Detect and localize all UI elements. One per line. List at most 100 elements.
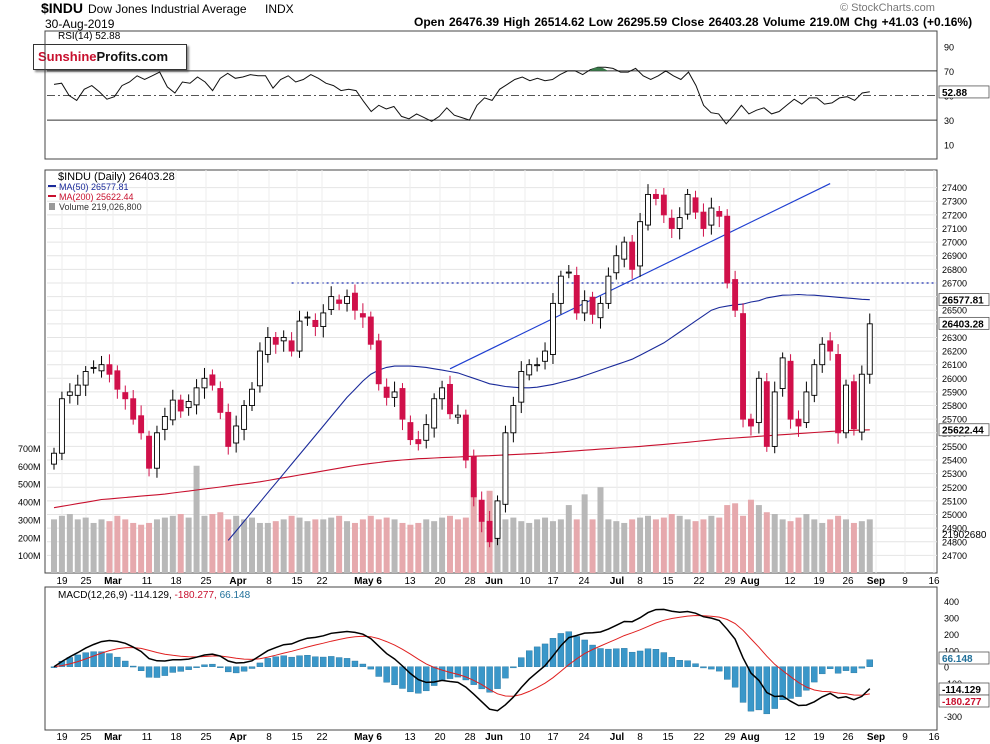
- price-x-label: 8: [266, 576, 272, 587]
- volume-bar: [510, 517, 517, 573]
- candle-body: [233, 425, 240, 444]
- macd-histogram-bar: [739, 666, 747, 703]
- candle-body: [843, 384, 849, 434]
- candle-body: [518, 371, 525, 403]
- rsi-last-label-box: [938, 85, 990, 99]
- volume-bar: [351, 522, 358, 573]
- macd-histogram-bar: [613, 648, 620, 667]
- price-x-label: 26: [842, 576, 854, 587]
- candle-body: [66, 391, 73, 396]
- candle-body: [423, 424, 430, 441]
- volume-tick-label: 700M: [18, 444, 41, 454]
- candle-body: [629, 241, 636, 270]
- volume-bar: [771, 514, 778, 573]
- macd-x-label: Apr: [229, 732, 246, 743]
- price-tick-label: 25400: [942, 456, 967, 466]
- volume-bar: [114, 515, 121, 573]
- macd-x-label: Aug: [740, 732, 759, 743]
- volume-bar: [209, 514, 216, 573]
- volume-bar: [518, 521, 525, 573]
- brand-logo: SunshineProfits.com: [33, 44, 187, 70]
- price-x-label: 19: [813, 576, 825, 587]
- macd-legend: MACD(12,26,9) -114.129, -180.277, 66.148: [58, 590, 251, 601]
- volume-bar: [700, 519, 707, 573]
- candle-body: [177, 399, 184, 412]
- candle-body: [581, 300, 588, 314]
- volume-bar: [652, 519, 659, 573]
- macd-histogram-bar: [185, 666, 192, 670]
- macd-histogram-bar: [209, 663, 216, 667]
- macd-x-label: 24: [578, 732, 590, 743]
- volume-bar: [447, 515, 453, 573]
- macd-x-label: 15: [291, 732, 303, 743]
- volume-bar: [407, 524, 414, 573]
- volume-bar: [605, 519, 612, 573]
- macd-signal-line: [53, 614, 870, 697]
- candle-body: [272, 336, 279, 345]
- chart-exchange: INDX: [265, 2, 294, 16]
- candle-body: [122, 392, 129, 400]
- candle-body: [565, 271, 572, 274]
- rsi-line: [53, 66, 870, 125]
- volume-bar: [185, 517, 192, 573]
- candle-body: [692, 197, 699, 213]
- price-tick-label: 25300: [942, 469, 967, 479]
- price-tick-label: 25700: [942, 415, 967, 425]
- price-x-label: Jul: [610, 576, 625, 587]
- macd-x-label: 25: [200, 732, 212, 743]
- ma50-label-box: [938, 293, 990, 307]
- macd-histogram-bar: [565, 631, 572, 667]
- ma200-label: 25622.44: [942, 426, 984, 437]
- macd-histogram-bar: [90, 651, 97, 667]
- rsi-tick-label: 90: [944, 42, 954, 52]
- volume-legend: Volume 219,026,800: [59, 202, 142, 212]
- macd-histogram-bar: [328, 656, 335, 667]
- candle-body: [850, 381, 857, 430]
- volume-bar: [684, 519, 691, 573]
- candle-body: [573, 275, 580, 314]
- macd-legend-part: 66.148: [220, 590, 251, 601]
- macd-line: [53, 608, 871, 712]
- price-x-label: Aug: [740, 576, 759, 587]
- candle-body: [795, 418, 802, 427]
- price-x-label: May 6: [354, 576, 382, 587]
- candle-body: [320, 312, 327, 328]
- candle-body: [700, 211, 707, 229]
- macd-x-label: Jul: [610, 732, 625, 743]
- volume-bar: [217, 512, 224, 573]
- volume-bar: [122, 519, 129, 573]
- price-x-label: Sep: [867, 576, 885, 587]
- candle-body: [249, 388, 255, 407]
- volume-bar: [534, 519, 541, 573]
- macd-x-label: 28: [464, 732, 476, 743]
- candle-body: [755, 377, 762, 424]
- price-x-label: 9: [902, 576, 908, 587]
- macd-histogram-bar: [122, 660, 129, 667]
- rsi-legend: RSI(14) 52.88: [58, 31, 121, 42]
- chart-date: 30-Aug-2019: [45, 17, 115, 31]
- price-tick-label: 25100: [942, 496, 967, 506]
- price-tick-label: 27300: [942, 197, 967, 207]
- macd-histogram-bar: [834, 666, 842, 674]
- candle-body: [494, 500, 501, 539]
- macd-signal-label-box: [938, 694, 990, 708]
- macd-histogram-bar: [826, 666, 834, 669]
- volume-bar: [399, 522, 406, 573]
- macd-histogram-bar: [700, 666, 707, 669]
- macd-histogram-bar: [232, 666, 240, 674]
- price-tick-label: 26000: [942, 374, 967, 384]
- price-x-label: 22: [693, 576, 705, 587]
- volume-bar: [51, 519, 57, 573]
- macd-histogram-bar: [803, 666, 810, 691]
- volume-bar: [542, 517, 549, 573]
- candle-body: [161, 415, 168, 430]
- volume-bar: [589, 519, 596, 573]
- volume-bar: [637, 517, 644, 573]
- price-tick-label: 25200: [942, 483, 967, 493]
- close-label-box: [938, 316, 990, 330]
- candle-body: [296, 320, 303, 352]
- macd-histogram-bar: [494, 666, 501, 689]
- macd-histogram-bar: [866, 659, 873, 667]
- macd-histogram-bar: [454, 666, 462, 678]
- candle-body: [328, 296, 335, 310]
